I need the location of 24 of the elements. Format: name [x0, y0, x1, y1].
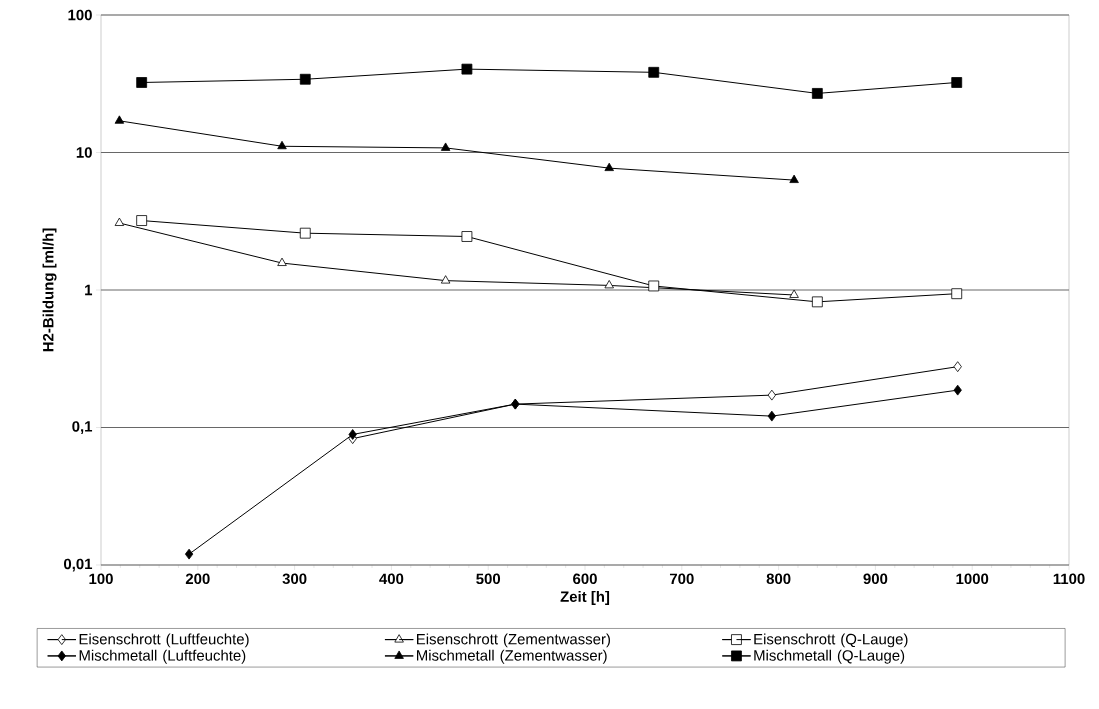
- x-tick-label: 100: [89, 573, 113, 585]
- y-tick-label: 0,01: [63, 558, 93, 572]
- x-tick-label: 300: [282, 573, 307, 585]
- y-tick-label: 1: [85, 284, 93, 296]
- x-axis-title: Zeit [h]: [560, 590, 610, 605]
- x-tick-label: 200: [185, 573, 210, 585]
- legend-label: Eisenschrott (Luftfeuchte): [79, 633, 249, 648]
- x-tick-label: 800: [766, 573, 791, 585]
- legend-label: Mischmetall (Luftfeuchte): [79, 649, 246, 664]
- y-tick-label: 100: [68, 9, 92, 21]
- x-tick-label: 1000: [956, 573, 989, 585]
- legend-label: Mischmetall (Zementwasser): [417, 649, 607, 664]
- y-axis-title: H2-Bildung [ml/h]: [42, 228, 57, 352]
- legend-label: Mischmetall (Q-Lauge): [754, 649, 905, 664]
- x-tick-label: 900: [863, 573, 888, 585]
- legend-label: Eisenschrott (Q-Lauge): [754, 633, 908, 648]
- x-tick-label: 700: [669, 573, 694, 585]
- y-tick-label: 10: [76, 147, 92, 158]
- y-tick-label: 0,1: [72, 421, 93, 434]
- x-tick-label: 600: [573, 573, 597, 585]
- x-tick-label: 500: [476, 573, 501, 585]
- x-tick-label: 1100: [1053, 573, 1085, 585]
- legend-label: Eisenschrott (Zementwasser): [417, 633, 610, 648]
- x-tick-label: 400: [379, 573, 404, 585]
